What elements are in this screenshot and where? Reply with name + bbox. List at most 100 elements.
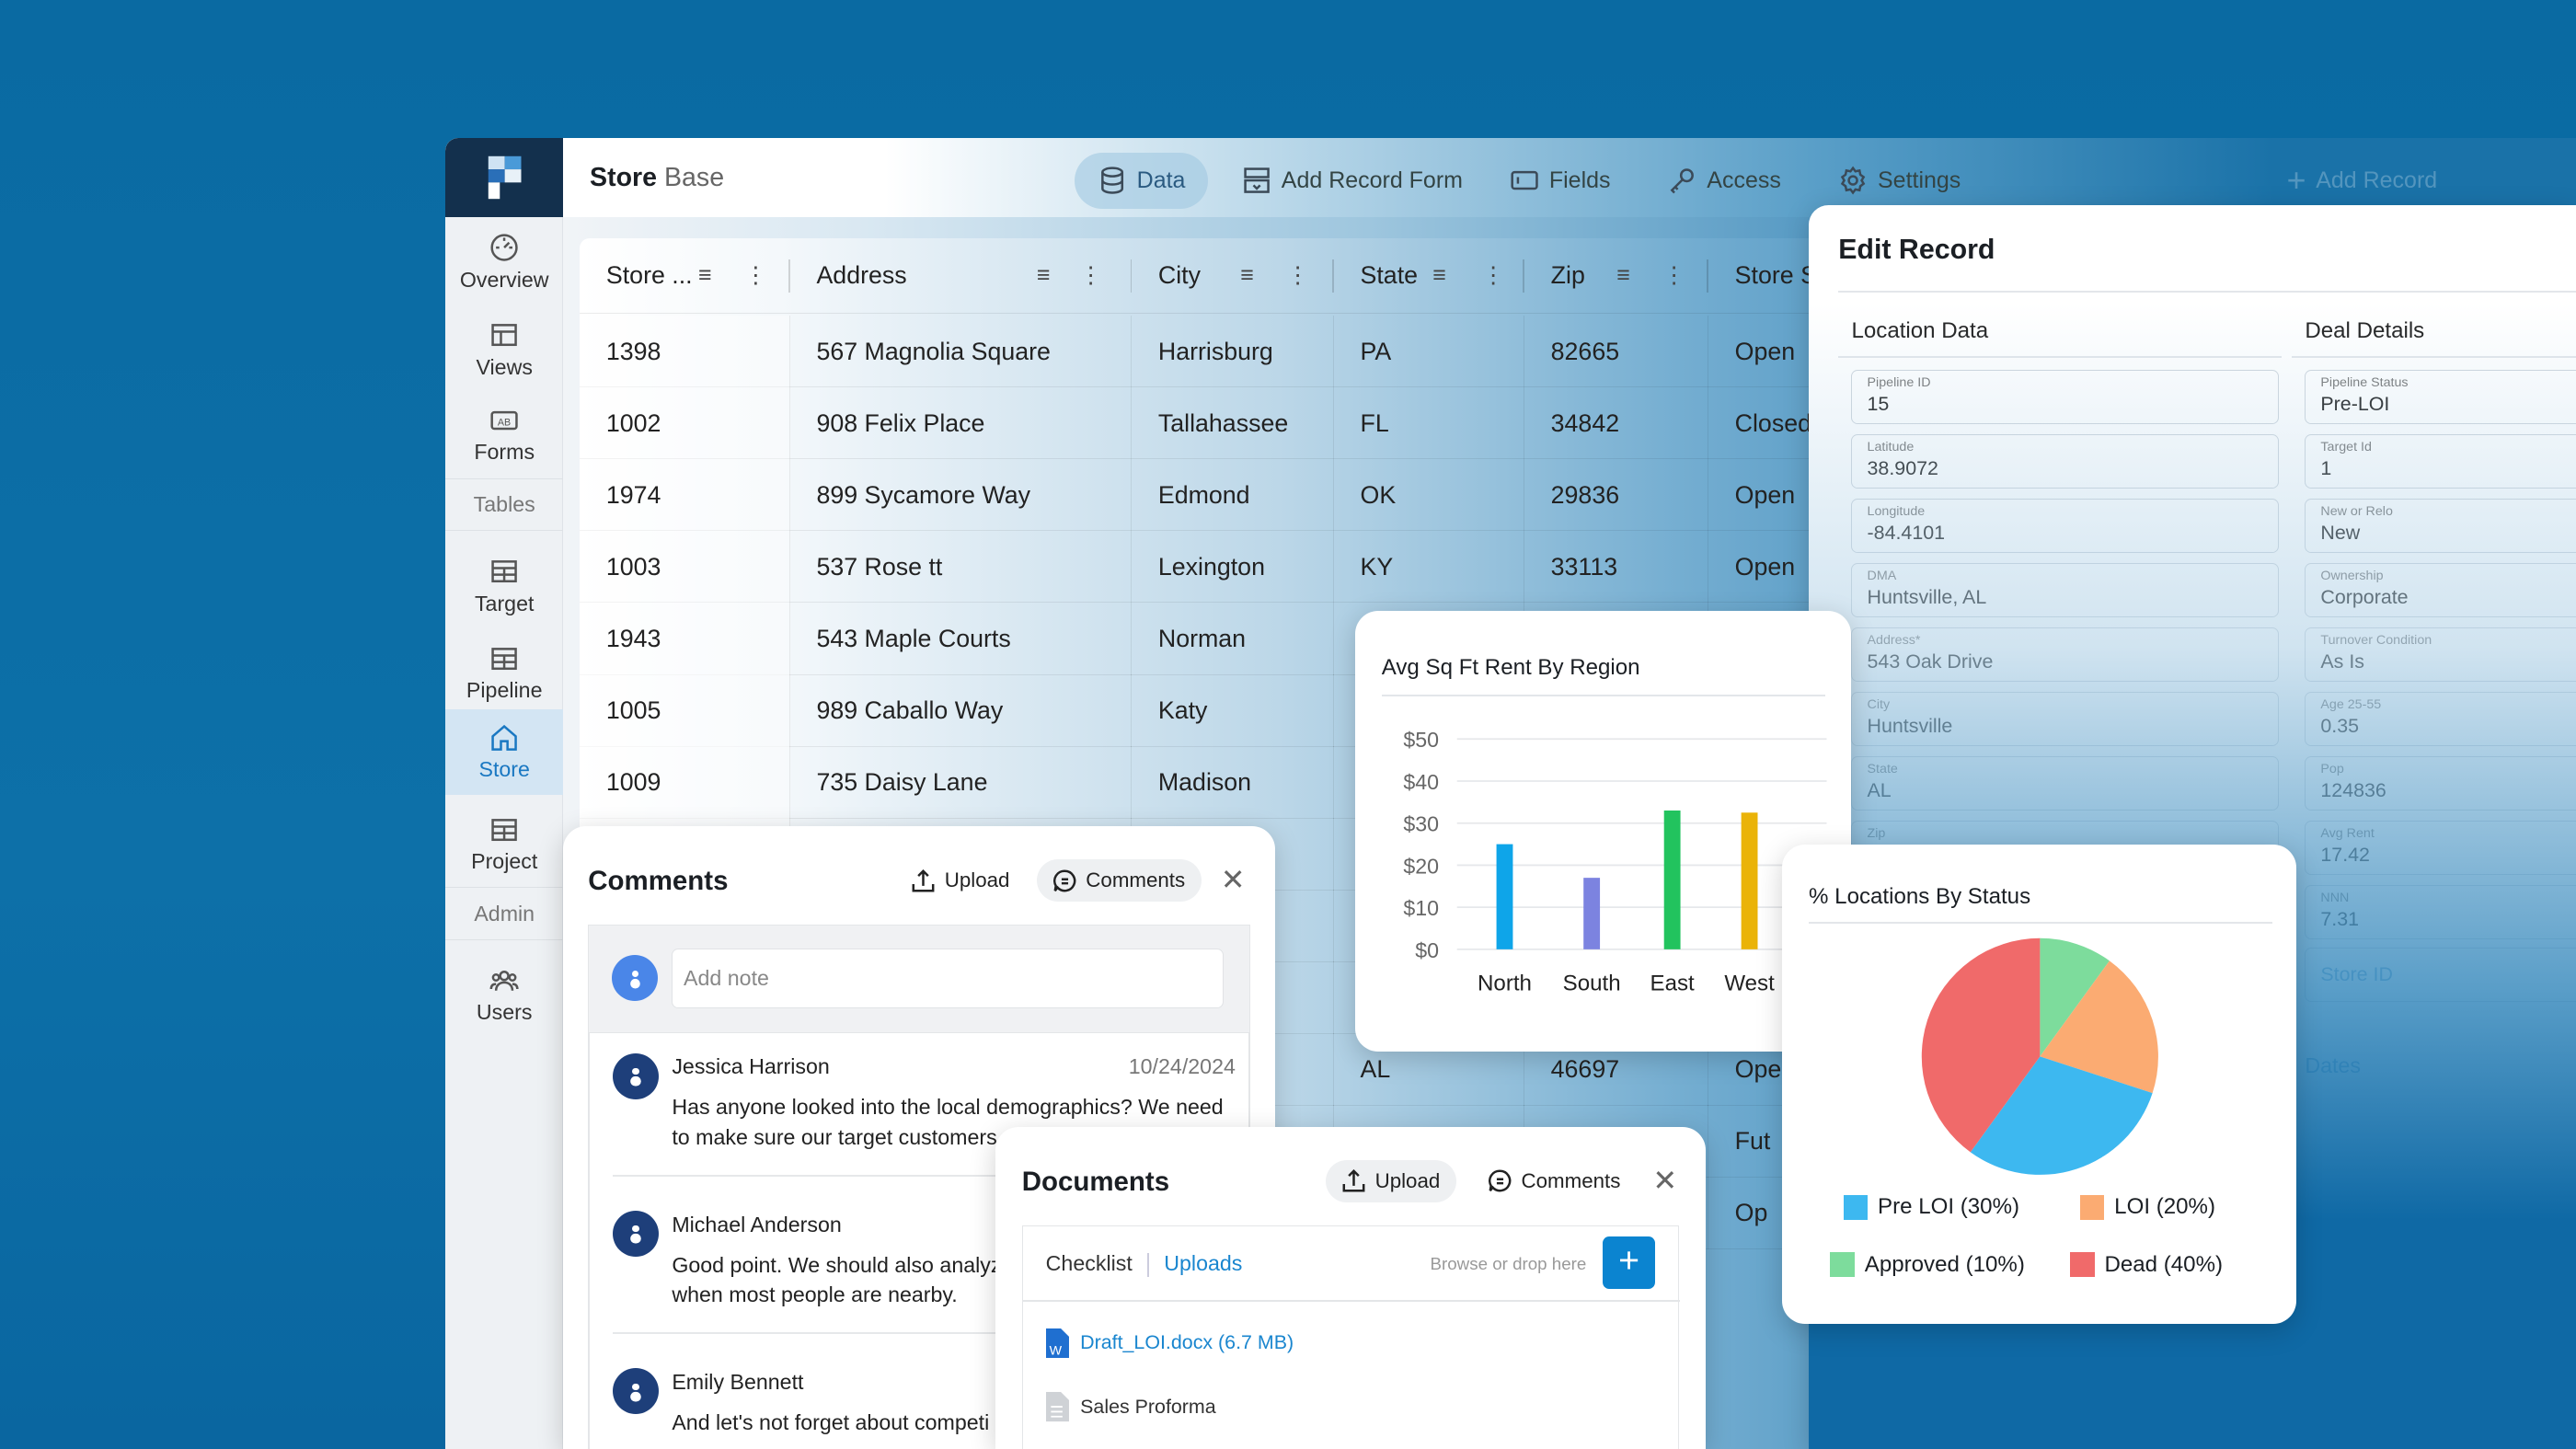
filter-icon[interactable]: ≡ — [1432, 261, 1446, 288]
tab-uploads[interactable]: Uploads — [1164, 1250, 1243, 1275]
edit-record-title: Edit Record — [1838, 235, 1995, 266]
sidebar-item-label: Pipeline — [466, 678, 543, 703]
comment-text: Has anyone looked into the local demogra… — [672, 1095, 1224, 1120]
field-value: Pre-LOI — [2320, 392, 2390, 415]
column-header[interactable]: Address ≡ ⋮ — [789, 238, 1133, 315]
filter-icon[interactable]: ≡ — [697, 261, 712, 288]
table-row[interactable]: 1974 899 Sycamore Way Edmond OK 29836 Open — [580, 458, 2576, 532]
field-label: Pipeline Status — [2320, 375, 2409, 391]
upload-button[interactable]: Upload — [895, 859, 1026, 902]
more-vertical-icon[interactable]: ⋮ — [1662, 262, 1686, 289]
form-field[interactable]: Pipeline ID 15 — [1851, 369, 2279, 424]
tab-checklist[interactable]: Checklist — [1045, 1250, 1133, 1275]
filter-icon[interactable]: ≡ — [1036, 261, 1051, 288]
comment-text: Good point. We should also analyz — [672, 1252, 1002, 1277]
form-field[interactable]: Longitude -84.4101 — [1851, 498, 2279, 553]
add-file-button[interactable]: + — [1603, 1236, 1656, 1289]
form-field[interactable]: Pipeline Status Pre-LOI — [2305, 369, 2576, 424]
close-icon[interactable]: ✕ — [1220, 863, 1246, 897]
tab-label: Access — [1707, 167, 1781, 193]
form-field[interactable]: Avg Rent 17.42 — [2305, 820, 2576, 875]
table-row[interactable]: 1003 537 Rose tt Lexington KY 33113 Open — [580, 530, 2576, 604]
form-field[interactable]: Pop 124836 — [2305, 755, 2576, 811]
sidebar-item-label: Users — [476, 1000, 533, 1025]
sidebar-item-users[interactable]: Users — [445, 953, 564, 1039]
more-vertical-icon[interactable]: ⋮ — [1481, 262, 1505, 289]
sidebar-item-store[interactable]: Store — [444, 709, 564, 796]
bar-south — [1583, 878, 1601, 950]
field-label: State — [1867, 762, 1898, 777]
comments-button[interactable]: Comments — [1036, 858, 1202, 903]
field-value: 38.9072 — [1867, 456, 1938, 479]
table-cell — [1132, 961, 1334, 1034]
sidebar-item-label: Overview — [459, 267, 549, 292]
column-header[interactable]: Zip ≡ ⋮ — [1524, 238, 1709, 315]
field-value: 17.42 — [2320, 843, 2370, 866]
column-header[interactable]: State ≡ ⋮ — [1333, 238, 1525, 315]
form-field[interactable]: Ownership Corporate — [2305, 562, 2576, 617]
add-note-input[interactable]: Add note — [671, 949, 1224, 1008]
file-item[interactable]: Sales Proforma — [1045, 1392, 1216, 1422]
form-field[interactable]: State AL — [1851, 755, 2279, 811]
y-tick-label: $30 — [1404, 812, 1440, 836]
tab-label: Fields — [1548, 167, 1611, 193]
store-id-field[interactable]: Store ID — [2305, 948, 2576, 1003]
tab-fields[interactable]: Fields — [1487, 153, 1633, 209]
site-approved-field[interactable]: Site Approved mm/dd/yyyy — [2305, 1105, 2576, 1160]
form-field[interactable]: New or Relo New — [2305, 498, 2576, 553]
more-vertical-icon[interactable]: ⋮ — [1286, 262, 1310, 289]
column-header[interactable]: Store ... ≡ ⋮ — [580, 238, 790, 315]
form-field[interactable]: Age 25-55 0.35 — [2305, 691, 2576, 746]
form-field[interactable]: Latitude 38.9072 — [1851, 433, 2279, 489]
sidebar-item-views[interactable]: Views — [445, 307, 564, 393]
sidebar-item-overview[interactable]: Overview — [445, 220, 564, 305]
sidebar-item-forms[interactable]: AB Forms — [445, 393, 564, 478]
add-record-button[interactable]: + Add Record — [2264, 153, 2460, 209]
sidebar-item-pipeline[interactable]: Pipeline — [445, 631, 564, 717]
form-field[interactable]: City Huntsville — [1851, 691, 2279, 746]
bar-east — [1663, 811, 1681, 950]
tab-add-record-form[interactable]: Add Record Form — [1219, 153, 1486, 209]
sidebar-item-project[interactable]: Project — [445, 801, 564, 887]
close-icon[interactable]: ✕ — [1652, 1164, 1678, 1198]
filter-icon[interactable]: ≡ — [1616, 261, 1630, 288]
form-field[interactable]: DMA Huntsville, AL — [1851, 562, 2279, 617]
comments-button[interactable]: Comments — [1472, 1160, 1637, 1202]
table-cell: Open — [1708, 315, 2038, 388]
table-cell: 82665 — [1524, 315, 1709, 388]
tab-settings[interactable]: Settings — [1815, 153, 1984, 209]
tab-access[interactable]: Access — [1644, 153, 1803, 209]
sidebar-item-label: Project — [471, 849, 538, 874]
more-vertical-icon[interactable]: ⋮ — [1079, 262, 1103, 289]
home-icon — [491, 724, 517, 751]
table-row[interactable]: 1002 908 Felix Place Tallahassee FL 34842 Clo… — [580, 386, 2576, 460]
store-id-placeholder: Store ID — [2320, 962, 2393, 985]
table-row[interactable]: 1398 567 Magnolia Square Harrisburg PA 82665… — [580, 315, 2576, 388]
more-vertical-icon[interactable]: ⋮ — [743, 262, 767, 289]
comments-title: Comments — [588, 866, 729, 897]
upload-button[interactable]: Upload — [1326, 1159, 1457, 1203]
column-label: City — [1157, 260, 1201, 289]
column-header[interactable]: City ≡ ⋮ — [1132, 238, 1334, 315]
table-cell: 29836 — [1524, 458, 1709, 532]
sidebar-item-target[interactable]: Target — [445, 544, 564, 629]
app-logo[interactable] — [444, 137, 564, 217]
form-field[interactable]: Target Id 1 — [2305, 433, 2576, 489]
file-item[interactable]: W Draft_LOI.docx (6.7 MB) — [1045, 1328, 1294, 1358]
form-field[interactable]: Address* 543 Oak Drive — [1851, 627, 2279, 682]
form-field[interactable]: Turnover Condition As Is — [2305, 627, 2576, 682]
filter-icon[interactable]: ≡ — [1240, 261, 1254, 288]
table-cell: FL — [1334, 386, 1525, 460]
avatar — [612, 955, 659, 1002]
x-tick-label: East — [1650, 972, 1696, 996]
field-value: 124836 — [2320, 778, 2386, 801]
column-label: Zip — [1550, 260, 1585, 289]
form-field[interactable]: NNN 7.31 — [2305, 884, 2576, 939]
dates-heading: Dates — [2305, 1052, 2361, 1077]
tab-data[interactable]: Data — [1074, 153, 1209, 209]
tab-label: Data — [1136, 167, 1186, 193]
table-cell: Norman — [1132, 602, 1334, 675]
sidebar-section-admin: Admin — [444, 887, 564, 940]
field-value: 7.31 — [2320, 907, 2360, 930]
documents-title: Documents — [1021, 1166, 1170, 1197]
